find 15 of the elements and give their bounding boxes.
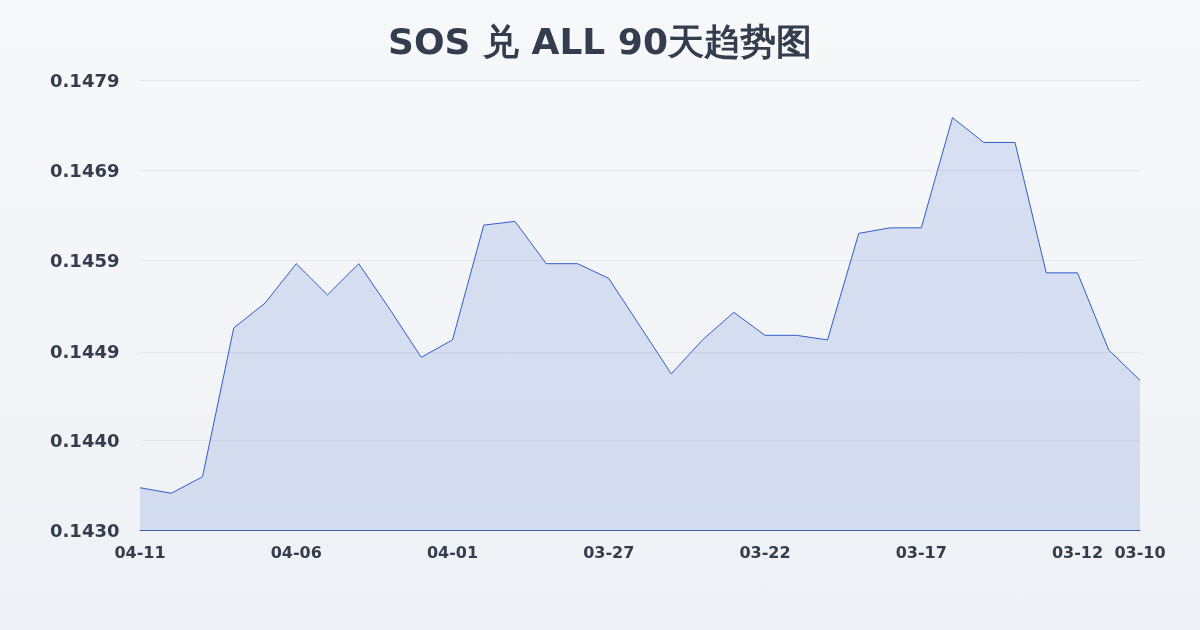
chart-title: SOS 兑 ALL 90天趋势图 (388, 20, 812, 62)
x-tick-label: 04-01 (426, 542, 479, 562)
x-tick-label: 03-17 (895, 542, 947, 562)
y-tick-label: 0.1469 (50, 159, 120, 181)
x-tick-label: 03-22 (739, 542, 791, 562)
y-tick-label: 0.1430 (50, 519, 120, 541)
y-tick-label: 0.1479 (50, 69, 120, 91)
y-tick-label: 0.1449 (50, 341, 120, 363)
y-tick-label: 0.1440 (50, 429, 120, 451)
x-tick-label: 04-11 (114, 542, 166, 562)
x-tick-label: 03-12 (1051, 542, 1104, 562)
y-tick-label: 0.1459 (50, 249, 120, 271)
x-tick-label: 04-06 (270, 542, 322, 562)
x-tick-label: 03-10 (1114, 542, 1166, 562)
x-tick-label: 03-27 (583, 542, 635, 562)
